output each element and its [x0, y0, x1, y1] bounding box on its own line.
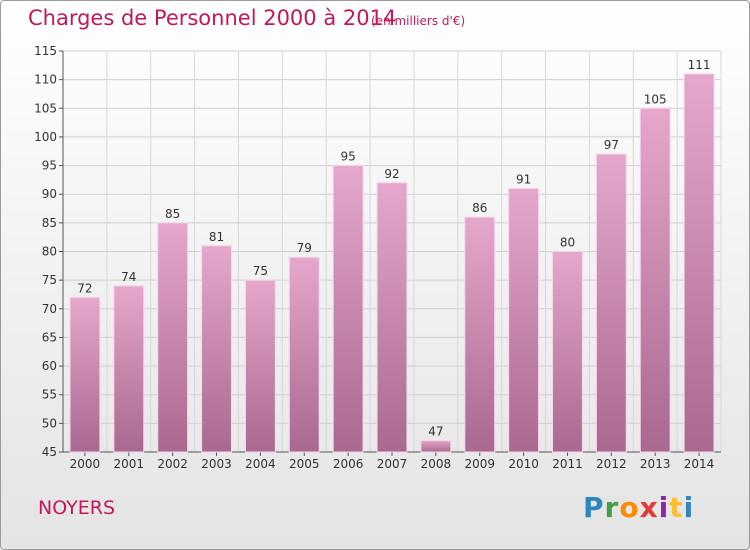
x-tick-label: 2007 — [377, 457, 408, 471]
data-label: 79 — [297, 241, 312, 255]
x-tick-label: 2010 — [508, 457, 539, 471]
y-tick-label: 110 — [34, 73, 57, 87]
y-tick-label: 60 — [42, 359, 57, 373]
x-tick-label: 2009 — [464, 457, 495, 471]
y-tick-label: 75 — [42, 273, 57, 287]
bar — [464, 216, 496, 453]
y-tick-label: 65 — [42, 330, 57, 344]
bar — [683, 73, 715, 453]
y-tick-label: 100 — [34, 130, 57, 144]
y-tick-label: 105 — [34, 101, 57, 115]
bars — [69, 73, 715, 453]
data-label: 105 — [644, 92, 667, 106]
x-tick-label: 2003 — [201, 457, 232, 471]
data-label: 91 — [516, 172, 531, 186]
data-label: 81 — [209, 230, 224, 244]
bar — [113, 285, 145, 453]
x-tick-label: 2004 — [245, 457, 276, 471]
chart-subtitle: (en milliers d'€) — [371, 14, 466, 28]
x-tick-label: 2012 — [596, 457, 627, 471]
x-tick-label: 2002 — [157, 457, 188, 471]
chart-title: Charges de Personnel 2000 à 2014 — [28, 6, 397, 30]
y-tick-label: 50 — [42, 416, 57, 430]
y-tick-label: 115 — [34, 44, 57, 58]
bar — [376, 182, 408, 453]
bar — [595, 153, 627, 453]
bar — [639, 107, 671, 453]
x-tick-label: 2014 — [684, 457, 715, 471]
data-label: 86 — [472, 201, 487, 215]
x-tick-label: 2011 — [552, 457, 583, 471]
data-label: 95 — [340, 150, 355, 164]
data-label: 92 — [384, 167, 399, 181]
data-label: 80 — [560, 236, 575, 250]
labels: 72 2000 74 2001 85 2002 81 2003 75 2004 79 2005 95 20… — [70, 58, 715, 471]
y-tick-label: 70 — [42, 302, 57, 316]
y-tick-label: 90 — [42, 187, 57, 201]
data-label: 97 — [604, 138, 619, 152]
bar — [69, 296, 101, 453]
bar — [552, 251, 583, 453]
data-label: 111 — [688, 58, 711, 72]
data-label: 74 — [121, 270, 136, 284]
data-label: 47 — [428, 425, 443, 439]
bar — [332, 165, 364, 453]
x-tick-label: 2006 — [333, 457, 364, 471]
y-tick-label: 95 — [42, 159, 57, 173]
commune-name: NOYERS — [38, 497, 116, 519]
bar — [420, 440, 452, 453]
data-label: 85 — [165, 207, 180, 221]
data-label: 75 — [253, 264, 268, 278]
y-tick-label: 85 — [42, 216, 57, 230]
x-tick-label: 2005 — [289, 457, 320, 471]
bar — [157, 222, 189, 453]
x-tick-label: 2000 — [70, 457, 101, 471]
bar — [244, 279, 276, 453]
bar — [508, 187, 540, 453]
proxiti-logo: Proxiti — [583, 491, 695, 524]
x-tick-label: 2008 — [421, 457, 452, 471]
bar — [288, 256, 320, 453]
data-label: 72 — [77, 281, 92, 295]
y-tick-label: 80 — [42, 245, 57, 259]
y-tick-label: 55 — [42, 388, 57, 402]
y-tick-label: 45 — [42, 445, 57, 459]
x-tick-label: 2013 — [640, 457, 671, 471]
bar — [201, 245, 232, 453]
x-tick-label: 2001 — [114, 457, 145, 471]
